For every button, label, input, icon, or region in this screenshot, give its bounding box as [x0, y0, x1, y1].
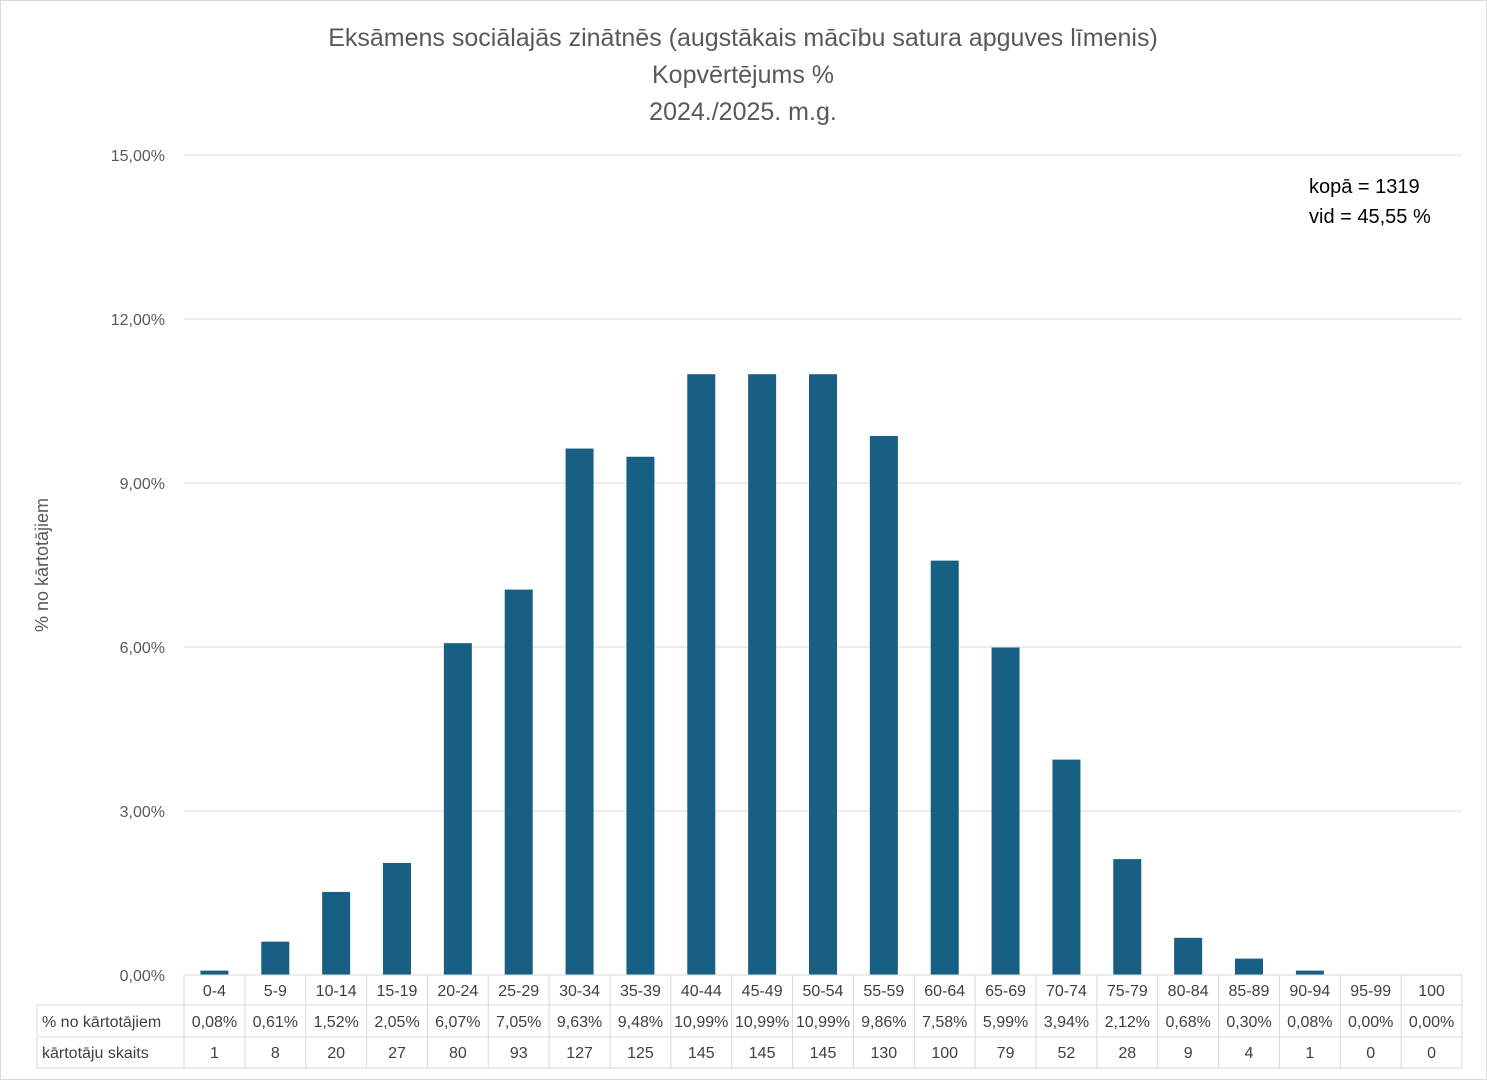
- y-tick-label: 0,00%: [120, 968, 165, 985]
- table-cell-percent: 9,48%: [618, 1014, 663, 1031]
- y-tick-label: 3,00%: [120, 804, 165, 821]
- bar: [991, 647, 1020, 975]
- bar: [200, 970, 229, 975]
- x-tick-label: 100: [1418, 983, 1445, 1000]
- table-cell-count: 145: [810, 1045, 837, 1062]
- bar: [687, 374, 716, 975]
- table-cell-count: 0: [1427, 1045, 1436, 1062]
- table-cell-count: 125: [627, 1045, 654, 1062]
- table-cell-percent: 0,68%: [1165, 1014, 1210, 1031]
- bar: [1235, 958, 1263, 975]
- bar: [504, 589, 533, 975]
- x-tick-label: 65-69: [985, 983, 1026, 1000]
- chart-title-line-2: Kopvērtējums %: [652, 61, 834, 89]
- table-cell-count: 100: [931, 1045, 958, 1062]
- x-tick-label: 35-39: [620, 983, 661, 1000]
- x-tick-label: 55-59: [863, 983, 904, 1000]
- x-tick-label: 95-99: [1350, 983, 1391, 1000]
- bar: [383, 862, 411, 975]
- annotation-average: vid = 45,55 %: [1309, 206, 1431, 228]
- table-row-label-count: kārtotāju skaits: [42, 1045, 149, 1062]
- x-tick-label: 10-14: [316, 983, 357, 1000]
- bar: [809, 374, 837, 975]
- bar: [443, 643, 472, 975]
- table-cell-percent: 7,58%: [922, 1014, 967, 1031]
- table-cell-percent: 0,08%: [192, 1014, 237, 1031]
- table-cell-count: 80: [449, 1045, 467, 1062]
- y-axis-label: % no kārtotājiem: [32, 498, 52, 632]
- table-cell-count: 1: [210, 1045, 219, 1062]
- table-cell-percent: 0,30%: [1226, 1014, 1271, 1031]
- table-cell-count: 127: [566, 1045, 593, 1062]
- table-cell-percent: 9,86%: [861, 1014, 906, 1031]
- table-cell-percent: 2,05%: [374, 1014, 419, 1031]
- x-tick-label: 30-34: [559, 983, 600, 1000]
- table-cell-count: 8: [271, 1045, 280, 1062]
- table-cell-percent: 7,05%: [496, 1014, 541, 1031]
- x-tick-label: 60-64: [924, 983, 965, 1000]
- table-cell-percent: 10,99%: [735, 1014, 789, 1031]
- y-tick-label: 12,00%: [111, 312, 165, 329]
- x-tick-label: 90-94: [1289, 983, 1330, 1000]
- table-cell-count: 20: [327, 1045, 345, 1062]
- table-cell-count: 93: [510, 1045, 528, 1062]
- x-tick-label: 40-44: [681, 983, 722, 1000]
- bar: [869, 435, 898, 975]
- y-tick-label: 9,00%: [120, 476, 165, 493]
- table-cell-percent: 5,99%: [983, 1014, 1028, 1031]
- table-cell-percent: 0,00%: [1409, 1014, 1454, 1031]
- table-cell-count: 4: [1245, 1045, 1254, 1062]
- table-cell-percent: 0,00%: [1348, 1014, 1393, 1031]
- table-cell-percent: 0,61%: [253, 1014, 298, 1031]
- table-cell-count: 79: [997, 1045, 1015, 1062]
- bar: [748, 374, 777, 975]
- x-tick-label: 80-84: [1168, 983, 1209, 1000]
- chart-title-line-3: 2024./2025. m.g.: [649, 98, 837, 126]
- x-tick-label: 15-19: [377, 983, 418, 1000]
- bar: [1295, 970, 1324, 975]
- x-tick-label: 75-79: [1107, 983, 1148, 1000]
- table-cell-count: 27: [388, 1045, 406, 1062]
- table-cell-count: 52: [1058, 1045, 1076, 1062]
- table-cell-count: 130: [871, 1045, 898, 1062]
- bar: [565, 448, 594, 975]
- table-cell-percent: 0,08%: [1287, 1014, 1332, 1031]
- table-cell-count: 28: [1118, 1045, 1136, 1062]
- annotation-total: kopā = 1319: [1309, 176, 1420, 198]
- x-tick-label: 25-29: [498, 983, 539, 1000]
- x-tick-label: 0-4: [203, 983, 226, 1000]
- chart-title-line-1: Eksāmens sociālajās zinātnēs (augstākais…: [328, 24, 1158, 52]
- table-cell-count: 9: [1184, 1045, 1193, 1062]
- table-cell-percent: 6,07%: [435, 1014, 480, 1031]
- x-tick-label: 45-49: [742, 983, 783, 1000]
- bar: [1052, 759, 1081, 975]
- bar: [626, 456, 655, 975]
- table-cell-count: 145: [688, 1045, 715, 1062]
- table-cell-percent: 9,63%: [557, 1014, 602, 1031]
- table-cell-percent: 3,94%: [1044, 1014, 1089, 1031]
- bar: [1174, 937, 1203, 975]
- y-tick-label: 15,00%: [111, 148, 165, 165]
- bar: [261, 941, 290, 975]
- table-cell-percent: 1,52%: [313, 1014, 358, 1031]
- table-cell-percent: 10,99%: [796, 1014, 850, 1031]
- x-tick-label: 70-74: [1046, 983, 1087, 1000]
- table-cell-count: 0: [1366, 1045, 1375, 1062]
- y-tick-label: 6,00%: [120, 640, 165, 657]
- table-cell-count: 145: [749, 1045, 776, 1062]
- table-cell-percent: 10,99%: [674, 1014, 728, 1031]
- x-tick-label: 5-9: [264, 983, 287, 1000]
- table-cell-percent: 2,12%: [1105, 1014, 1150, 1031]
- bar: [322, 891, 351, 975]
- table-cell-count: 1: [1305, 1045, 1314, 1062]
- x-tick-label: 50-54: [803, 983, 844, 1000]
- bar: [930, 560, 959, 975]
- x-tick-label: 85-89: [1229, 983, 1270, 1000]
- x-tick-label: 20-24: [437, 983, 478, 1000]
- bar: [1113, 859, 1142, 975]
- table-row-label-percent: % no kārtotājiem: [42, 1014, 161, 1031]
